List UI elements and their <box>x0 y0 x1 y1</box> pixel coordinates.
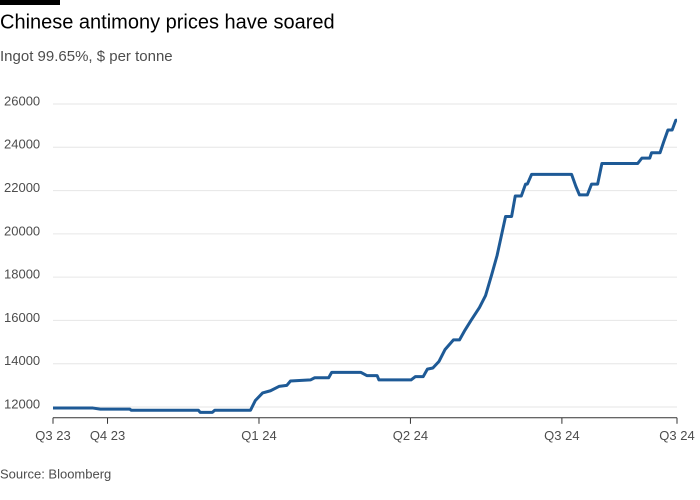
y-tick-label: 22000 <box>4 180 40 195</box>
source: Source: Bloomberg <box>0 466 111 481</box>
x-tick-label: Q3 24 <box>544 428 579 443</box>
x-tick-label: Q2 24 <box>393 428 428 443</box>
x-tick-label: Q4 23 <box>90 428 125 443</box>
y-tick-label: 18000 <box>4 267 40 282</box>
x-tick-label: Q1 24 <box>241 428 276 443</box>
y-tick-label: 12000 <box>4 396 40 411</box>
chart-subtitle: Ingot 99.65%, $ per tonne <box>0 48 173 65</box>
y-tick-label: 14000 <box>4 353 40 368</box>
y-tick-label: 16000 <box>4 310 40 325</box>
y-tick-label: 26000 <box>4 93 40 108</box>
brand-bar <box>0 0 60 5</box>
x-tick-label: Q3 24 <box>659 428 694 443</box>
price-line <box>53 118 678 414</box>
y-tick-label: 24000 <box>4 137 40 152</box>
x-tick-label: Q3 23 <box>35 428 70 443</box>
chart-title: Chinese antimony prices have soared <box>0 11 335 33</box>
y-tick-label: 20000 <box>4 223 40 238</box>
